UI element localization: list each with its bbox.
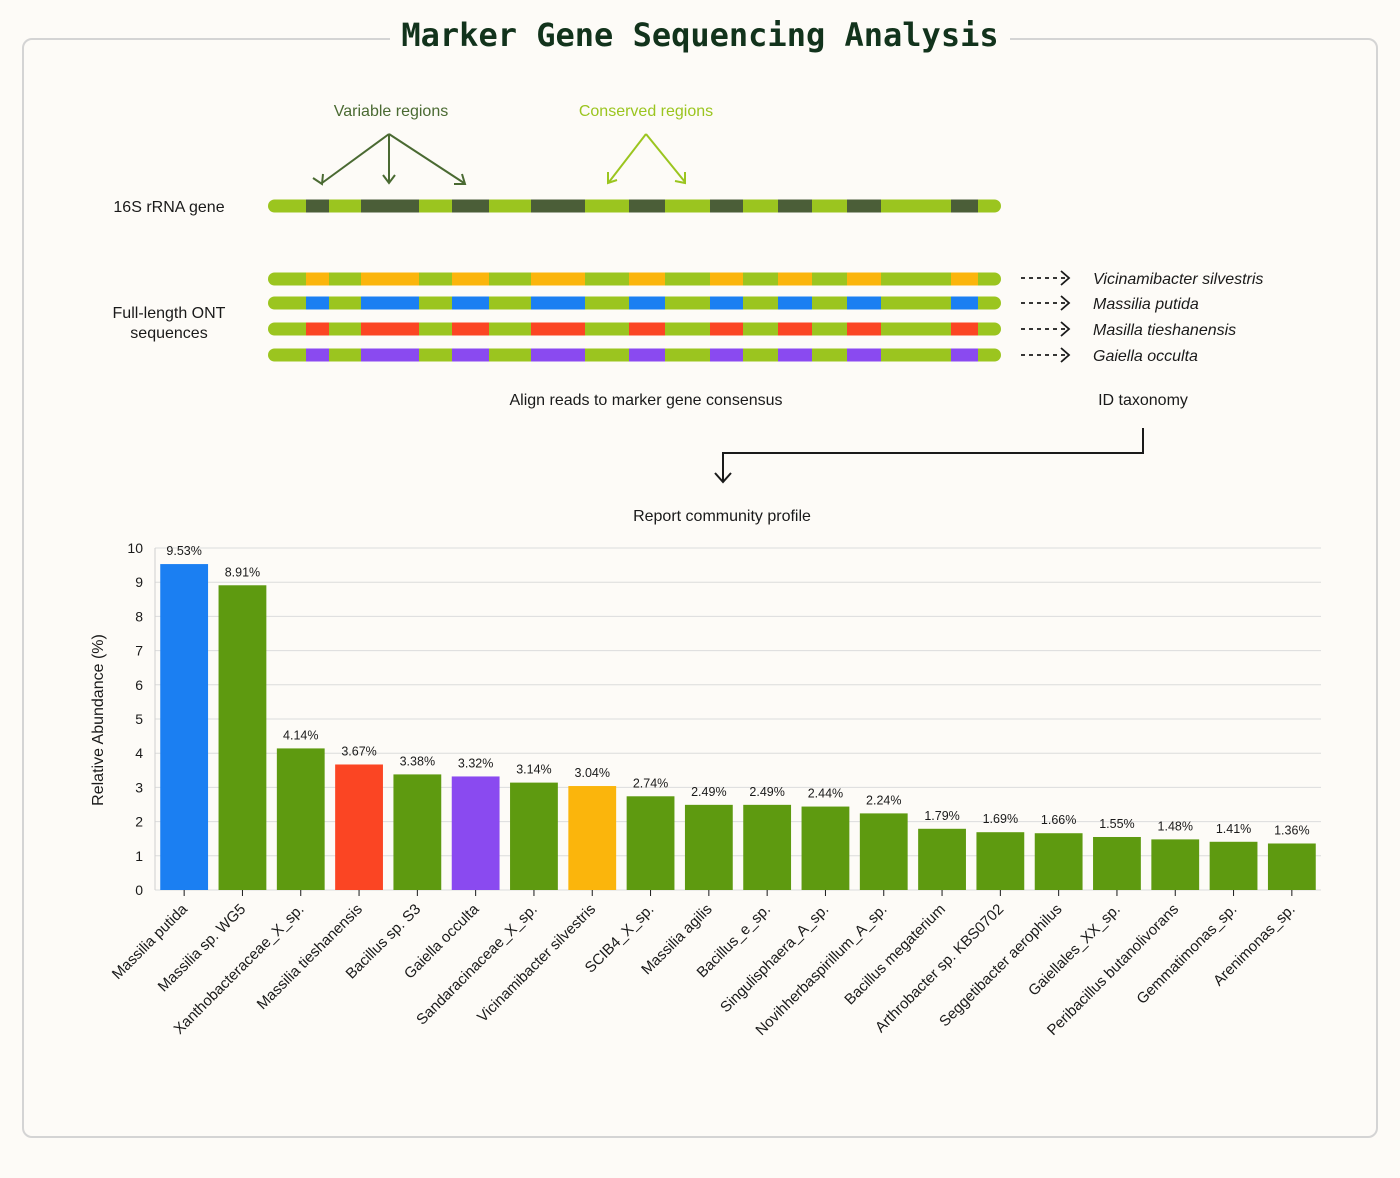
bar-value-label: 2.49% bbox=[749, 785, 784, 799]
bar bbox=[568, 786, 617, 890]
bar-value-label: 3.14% bbox=[516, 763, 551, 777]
bar bbox=[1267, 843, 1316, 890]
bar-value-label: 9.53% bbox=[166, 544, 201, 558]
bar bbox=[1093, 836, 1141, 890]
taxon-arrow-4 bbox=[1021, 347, 1071, 363]
bar bbox=[451, 776, 500, 890]
chart-grid bbox=[154, 547, 1321, 891]
bar bbox=[335, 764, 383, 890]
bar-value-label: 2.74% bbox=[633, 776, 668, 790]
bar-value-label: 3.38% bbox=[400, 754, 435, 768]
bar-value-label: 1.55% bbox=[1099, 817, 1134, 831]
bar-value-label: 2.24% bbox=[866, 793, 901, 807]
bar bbox=[743, 804, 792, 890]
y-tick-label: 9 bbox=[135, 574, 143, 590]
variable-regions-label: Variable regions bbox=[334, 103, 448, 120]
bar bbox=[1151, 839, 1200, 890]
16s-gene-bar bbox=[268, 199, 1001, 213]
bar bbox=[218, 585, 267, 890]
y-tick-label: 6 bbox=[135, 677, 143, 693]
id-taxonomy-label: ID taxonomy bbox=[1098, 392, 1188, 409]
bar-value-label: 3.67% bbox=[341, 744, 376, 758]
bar bbox=[626, 796, 675, 890]
abundance-bar-chart: 0 1 2 3 4 5 6 7 8 9 10 9.53% 8.91% 4.14% 3.67% 3.38% 3.… bbox=[90, 540, 1321, 1039]
y-axis-label: Relative Abundance (%) bbox=[90, 634, 107, 806]
y-tick-label: 7 bbox=[135, 643, 143, 659]
x-tick-label: Vicinamibacter silvestris bbox=[474, 901, 599, 1026]
x-tick-label: Gemmatimonas_sp. bbox=[1133, 901, 1240, 1008]
x-tick-label: Sandaracinaceae_X_sp. bbox=[413, 901, 541, 1029]
bar-value-label: 3.04% bbox=[575, 766, 610, 780]
bar bbox=[393, 774, 442, 890]
figure-title: Marker Gene Sequencing Analysis bbox=[390, 12, 1010, 58]
variable-region-arrows bbox=[312, 133, 467, 186]
conserved-regions-label: Conserved regions bbox=[579, 103, 713, 120]
report-label: Report community profile bbox=[633, 508, 811, 525]
bar-value-label: 1.36% bbox=[1274, 823, 1309, 837]
ont-sequence-4 bbox=[268, 348, 1001, 362]
y-tick-label: 2 bbox=[135, 814, 143, 830]
x-tick-label: Bacillus megaterium bbox=[841, 901, 949, 1009]
bar-value-label: 8.91% bbox=[225, 565, 260, 579]
bar bbox=[160, 564, 209, 890]
taxon-label-4: Gaiella occulta bbox=[1093, 348, 1198, 365]
ont-sequence-2 bbox=[268, 296, 1001, 310]
chart-bars bbox=[160, 564, 1316, 890]
bar-value-label: 3.32% bbox=[458, 756, 493, 770]
y-tick-label: 1 bbox=[135, 848, 143, 864]
y-tick-label: 0 bbox=[135, 882, 143, 898]
bar bbox=[918, 828, 966, 890]
y-axis-ticks: 0 1 2 3 4 5 6 7 8 9 10 bbox=[127, 540, 143, 898]
y-tick-label: 5 bbox=[135, 711, 143, 727]
bar bbox=[684, 804, 733, 890]
ont-sequence-tracks bbox=[268, 272, 1001, 362]
ont-sequence-3 bbox=[268, 322, 1001, 336]
x-tick-label: Singulisphaera_A_sp. bbox=[717, 901, 832, 1016]
bar bbox=[1034, 833, 1083, 890]
taxon-label-1: Vicinamibacter silvestris bbox=[1093, 271, 1263, 288]
y-tick-label: 4 bbox=[135, 745, 143, 761]
y-tick-label: 8 bbox=[135, 608, 143, 624]
16s-gene-track bbox=[268, 199, 1001, 213]
taxon-label-3: Masilla tieshanensis bbox=[1093, 322, 1236, 339]
bar-value-label: 4.14% bbox=[283, 728, 318, 742]
report-arrow bbox=[714, 428, 1144, 484]
bar-value-label: 1.66% bbox=[1041, 813, 1076, 827]
taxon-arrow-3 bbox=[1021, 321, 1071, 337]
bar bbox=[976, 832, 1025, 890]
taxon-label-2: Massilia putida bbox=[1093, 296, 1199, 313]
taxon-arrow-1 bbox=[1021, 270, 1071, 286]
ont-sequence-1 bbox=[268, 272, 1001, 286]
taxon-arrow-2 bbox=[1021, 295, 1071, 311]
y-tick-label: 3 bbox=[135, 779, 143, 795]
bar bbox=[859, 813, 908, 890]
bar bbox=[1209, 841, 1258, 890]
bar bbox=[801, 806, 850, 890]
bar-value-label: 1.79% bbox=[924, 809, 959, 823]
y-tick-label: 10 bbox=[127, 540, 143, 556]
x-tick-label: Massilia tieshanensis bbox=[254, 901, 366, 1013]
bar-value-label: 1.41% bbox=[1216, 822, 1251, 836]
bar bbox=[276, 748, 325, 890]
align-label: Align reads to marker gene consensus bbox=[509, 392, 782, 409]
chart-value-labels: 9.53% 8.91% 4.14% 3.67% 3.38% 3.32% 3.14% 3.04%… bbox=[166, 544, 1309, 837]
bar-value-label: 2.44% bbox=[808, 787, 843, 801]
ont-label-line1: Full-length ONT bbox=[113, 305, 226, 322]
gene-label: 16S rRNA gene bbox=[113, 199, 224, 216]
conserved-region-arrows bbox=[607, 133, 686, 185]
bar-value-label: 2.49% bbox=[691, 785, 726, 799]
ont-label-line2: sequences bbox=[130, 325, 207, 342]
bar-value-label: 1.69% bbox=[983, 812, 1018, 826]
taxa-list: Vicinamibacter silvestris Massilia putid… bbox=[1021, 270, 1263, 365]
bar-value-label: 1.48% bbox=[1158, 819, 1193, 833]
bar bbox=[510, 782, 558, 890]
